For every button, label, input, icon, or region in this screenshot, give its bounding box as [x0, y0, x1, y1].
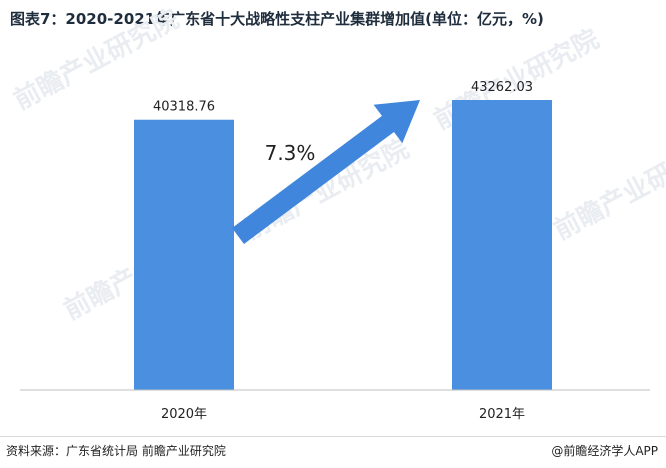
footer-divider — [0, 436, 666, 437]
watermark-text: 前瞻产业研究院 — [549, 133, 666, 246]
source-note: 资料来源：广东省统计局 前瞻产业研究院 — [6, 444, 226, 458]
chart-title: 图表7：2020-2021年广东省十大战略性支柱产业集群增加值(单位：亿元，%) — [10, 10, 544, 28]
growth-arrow-layer — [232, 100, 420, 245]
bar-1 — [134, 119, 234, 390]
brand-note: @前瞻经济学人APP — [551, 444, 658, 458]
growth-arrow — [232, 100, 420, 245]
growth-rate-label: 7.3% — [265, 141, 316, 165]
value-label-1: 40318.76 — [153, 100, 215, 115]
value-label-2: 43262.03 — [471, 80, 533, 95]
category-label-1: 2020年 — [161, 407, 207, 422]
labels-layer: 40318.76 2020年 43262.03 2021年 7.3% — [153, 80, 533, 422]
category-label-2: 2021年 — [479, 407, 525, 422]
bar-2 — [452, 100, 552, 390]
bars-layer — [134, 100, 552, 390]
